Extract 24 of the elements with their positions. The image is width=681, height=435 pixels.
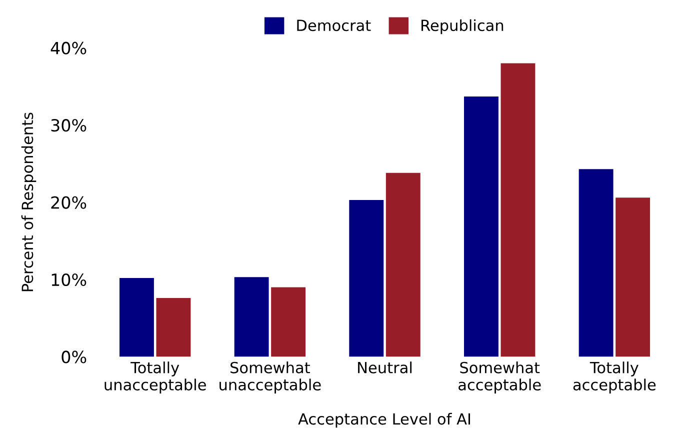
bar xyxy=(500,63,536,357)
x-tick-label: Neutral xyxy=(358,362,412,374)
y-tick-label: 10% xyxy=(52,273,86,286)
bar xyxy=(271,287,306,357)
bar xyxy=(234,277,269,357)
y-tick-label: 40% xyxy=(50,42,86,54)
x-tick-label: Totally acceptable xyxy=(573,362,656,394)
bar xyxy=(119,278,154,357)
bar xyxy=(578,169,614,357)
legend-label: Republican xyxy=(422,19,504,34)
y-tick-label: 20% xyxy=(51,196,86,209)
bar xyxy=(349,200,384,357)
x-tick-label: Totally unacceptable xyxy=(104,362,206,394)
bar xyxy=(156,298,191,357)
y-tick-label: 0% xyxy=(62,350,86,364)
y-tick-label: 30% xyxy=(51,119,86,132)
bar xyxy=(616,198,650,357)
x-tick-label: Somewhat acceptable xyxy=(458,362,541,394)
bar xyxy=(464,96,498,357)
legend-label: Democrat xyxy=(297,20,371,32)
x-axis-title: Acceptance Level of AI xyxy=(298,412,470,428)
bar xyxy=(386,172,420,357)
y-axis-title: Percent of Respondents xyxy=(21,112,36,292)
x-tick-label: Somewhat unacceptable xyxy=(220,362,321,394)
